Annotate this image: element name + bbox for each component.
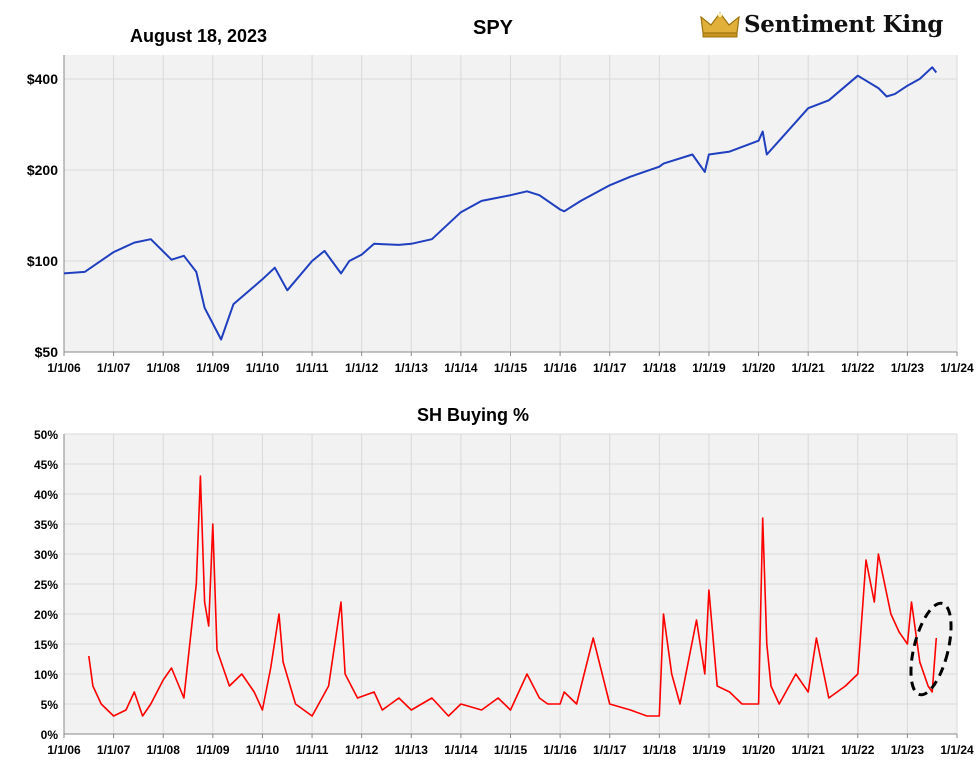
x-tick-label: 1/1/07 [97, 743, 131, 757]
x-tick-label: 1/1/06 [47, 361, 81, 375]
y-tick-label: 45% [34, 458, 58, 472]
x-tick-label: 1/1/14 [444, 361, 478, 375]
x-tick-label: 1/1/10 [246, 361, 280, 375]
sh-buying-chart: 0%5%10%15%20%25%30%35%40%45%50% 1/1/06 1/… [34, 428, 974, 757]
x-tick-label: 1/1/16 [543, 361, 577, 375]
x-tick-label: 1/1/09 [196, 743, 230, 757]
x-tick-label: 1/1/11 [296, 743, 329, 757]
report-date: August 18, 2023 [130, 26, 268, 46]
x-tick-label: 1/1/15 [494, 361, 528, 375]
x-tick-label: 1/1/07 [97, 361, 131, 375]
x-tick-label: 1/1/21 [791, 743, 825, 757]
x-tick-label: 1/1/21 [791, 361, 825, 375]
x-tick-label: 1/1/10 [246, 743, 280, 757]
x-tick-label: 1/1/19 [692, 361, 726, 375]
y-tick-label: 15% [34, 638, 58, 652]
x-tick-label: 1/1/06 [47, 743, 81, 757]
x-tick-label: 1/1/20 [742, 361, 776, 375]
sh-gridlines [63, 433, 958, 738]
x-tick-label: 1/1/17 [593, 361, 627, 375]
x-tick-label: 1/1/22 [841, 743, 875, 757]
x-tick-label: 1/1/15 [494, 743, 528, 757]
spy-chart: $50 $100 $200 $400 1/1/06 1/1/07 1/1/08 1/1/09… [27, 55, 974, 375]
x-tick-label: 1/1/17 [593, 743, 627, 757]
x-tick-label: 1/1/09 [196, 361, 230, 375]
spy-price-line [63, 66, 938, 341]
x-tick-label: 1/1/23 [891, 743, 925, 757]
y-tick-label: 5% [41, 698, 59, 712]
spy-gridlines [63, 55, 958, 356]
x-tick-label: 1/1/13 [395, 743, 429, 757]
x-tick-label: 1/1/12 [345, 743, 379, 757]
crown-icon [700, 11, 740, 37]
x-tick-label: 1/1/12 [345, 361, 379, 375]
spy-y-tick-labels: $50 $100 $200 $400 [27, 71, 58, 360]
x-tick-label: 1/1/08 [147, 743, 181, 757]
brand-logo: Sentiment King [700, 11, 943, 38]
sh-y-tick-labels: 0% 5% 10% 15% 20% 25% 30% 35% 40% 45% 50% [34, 428, 58, 742]
sh-x-tick-labels: 1/1/06 1/1/07 1/1/08 1/1/09 1/1/10 1/1/11 1/1/… [47, 743, 974, 757]
x-tick-label: 1/1/18 [643, 361, 677, 375]
x-tick-label: 1/1/19 [692, 743, 726, 757]
y-tick-label: 30% [34, 548, 58, 562]
spy-chart-title: SPY [473, 17, 514, 39]
y-tick-label: $100 [27, 253, 58, 269]
sh-buying-line [88, 475, 938, 717]
x-tick-label: 1/1/11 [296, 361, 329, 375]
x-tick-label: 1/1/22 [841, 361, 875, 375]
x-tick-label: 1/1/08 [147, 361, 181, 375]
x-tick-label: 1/1/13 [395, 361, 429, 375]
x-tick-label: 1/1/23 [891, 361, 925, 375]
y-tick-label: 50% [34, 428, 58, 442]
y-tick-label: $200 [27, 162, 58, 178]
y-tick-label: 40% [34, 488, 58, 502]
sh-chart-title: SH Buying % [417, 405, 530, 425]
y-tick-label: $50 [35, 344, 59, 360]
y-tick-label: 0% [41, 728, 59, 742]
y-tick-label: 35% [34, 518, 58, 532]
x-tick-label: 1/1/24 [940, 743, 974, 757]
y-tick-label: $400 [27, 71, 58, 87]
y-tick-label: 20% [34, 608, 58, 622]
x-tick-label: 1/1/18 [643, 743, 677, 757]
brand-name: Sentiment King [744, 11, 943, 38]
x-tick-label: 1/1/24 [940, 361, 974, 375]
x-tick-label: 1/1/20 [742, 743, 776, 757]
y-tick-label: 10% [34, 668, 58, 682]
x-tick-label: 1/1/14 [444, 743, 478, 757]
highlight-ellipse [909, 601, 953, 697]
y-tick-label: 25% [34, 578, 58, 592]
spy-x-tick-labels: 1/1/06 1/1/07 1/1/08 1/1/09 1/1/10 1/1/11 1/1/… [47, 361, 974, 375]
x-tick-label: 1/1/16 [543, 743, 577, 757]
